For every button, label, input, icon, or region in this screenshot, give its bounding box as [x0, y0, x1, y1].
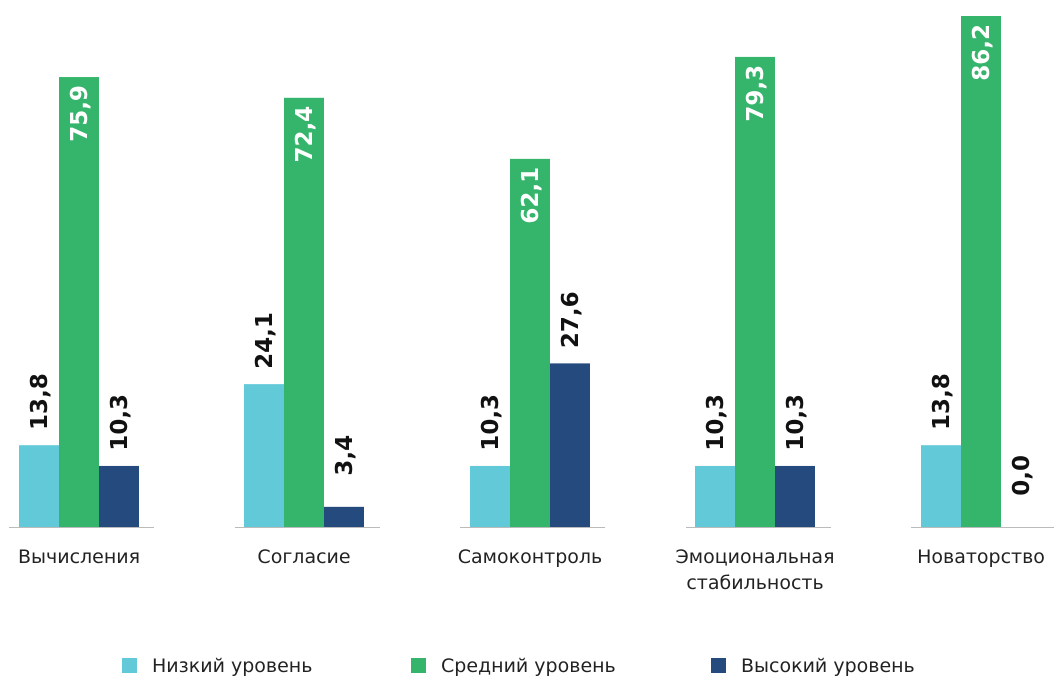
category-label-0: Вычисления [18, 546, 140, 568]
bar-2-2 [550, 363, 590, 527]
bar-1-0 [244, 384, 284, 527]
value-label-4-1: 86,2 [969, 24, 995, 81]
legend-label-0: Низкий уровень [152, 655, 312, 677]
category-label-1: Согласие [257, 546, 350, 568]
value-label-4-0: 13,8 [929, 373, 955, 430]
value-label-1-1: 72,4 [292, 106, 318, 163]
value-label-0-2: 10,3 [107, 394, 133, 451]
value-labels: 13,8 75,9 10,3 24,1 72,4 3,4 10,3 62,1 27,6 10,3 7… [27, 24, 1035, 496]
value-label-3-0: 10,3 [703, 394, 729, 451]
legend-swatch-1 [411, 658, 426, 673]
category-label-3-line1: стабильность [686, 572, 823, 594]
legend-swatch-0 [122, 658, 137, 673]
value-label-4-2: 0,0 [1009, 455, 1035, 496]
value-label-1-0: 24,1 [252, 312, 278, 369]
value-label-2-1: 62,1 [518, 167, 544, 224]
bar-2-0 [470, 465, 510, 527]
value-label-1-2: 3,4 [332, 435, 358, 476]
category-labels: Вычисления Согласие Самоконтроль Эмоциональ… [18, 546, 1045, 594]
value-label-0-1: 75,9 [67, 85, 93, 142]
bar-3-0 [695, 465, 735, 527]
bar-0-1 [59, 77, 99, 527]
bar-1-2 [324, 506, 364, 527]
value-label-3-1: 79,3 [743, 65, 769, 122]
bars [19, 16, 1001, 528]
bar-2-1 [510, 158, 550, 528]
bar-1-1 [284, 97, 324, 527]
bar-4-1 [961, 16, 1001, 527]
value-label-3-2: 10,3 [783, 394, 809, 451]
legend-label-1: Средний уровень [441, 655, 616, 677]
category-label-4: Новаторство [917, 546, 1045, 568]
value-label-0-0: 13,8 [27, 373, 53, 430]
category-label-2: Самоконтроль [458, 546, 603, 568]
value-label-2-0: 10,3 [478, 394, 504, 451]
category-label-3: Эмоциональная [675, 546, 834, 568]
bar-3-1 [735, 56, 775, 527]
legend-swatch-2 [711, 658, 726, 673]
bar-0-2 [99, 465, 139, 527]
bar-3-2 [775, 465, 815, 527]
legend: Низкий уровень Средний уровень Высокий уро… [122, 655, 915, 677]
bar-0-0 [19, 445, 59, 527]
bar-4-0 [921, 445, 961, 527]
value-label-2-2: 27,6 [558, 291, 584, 348]
legend-label-2: Высокий уровень [741, 655, 915, 677]
